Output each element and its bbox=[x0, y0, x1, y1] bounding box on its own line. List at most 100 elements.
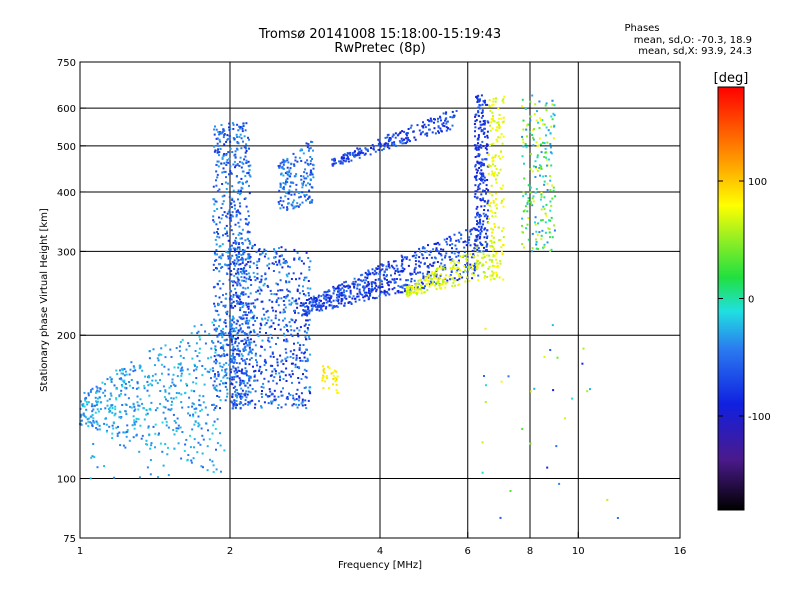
data-point bbox=[282, 186, 285, 189]
data-point bbox=[500, 117, 503, 120]
data-point bbox=[161, 421, 164, 424]
data-point bbox=[236, 276, 239, 279]
data-point bbox=[243, 311, 246, 313]
data-point bbox=[230, 339, 233, 342]
data-point bbox=[251, 399, 254, 402]
data-point bbox=[529, 168, 532, 171]
data-point bbox=[253, 275, 256, 278]
data-point bbox=[231, 318, 234, 320]
data-point bbox=[260, 372, 263, 375]
y-tick-label: 100 bbox=[57, 475, 76, 486]
data-point bbox=[260, 253, 263, 256]
data-point bbox=[328, 367, 331, 370]
data-point bbox=[535, 241, 538, 243]
data-point bbox=[260, 392, 263, 395]
data-point bbox=[526, 210, 529, 213]
data-point bbox=[125, 387, 128, 390]
data-point bbox=[236, 371, 239, 374]
data-point bbox=[319, 308, 322, 311]
data-point bbox=[442, 266, 445, 269]
data-point bbox=[349, 292, 352, 295]
data-point bbox=[283, 161, 285, 164]
data-point bbox=[212, 185, 215, 188]
data-point bbox=[540, 191, 543, 194]
data-point bbox=[264, 253, 267, 255]
data-point bbox=[261, 396, 263, 398]
data-point bbox=[337, 290, 339, 293]
data-point bbox=[401, 263, 404, 266]
phases-x-line: mean, sd,X: 93.9, 24.3 bbox=[638, 46, 752, 57]
data-point bbox=[276, 358, 279, 361]
data-point bbox=[182, 357, 185, 359]
data-point bbox=[239, 381, 242, 384]
data-point bbox=[445, 117, 448, 120]
data-point bbox=[239, 328, 242, 331]
data-point bbox=[479, 172, 482, 175]
data-point bbox=[474, 193, 477, 195]
data-point bbox=[270, 319, 273, 322]
data-point bbox=[275, 293, 278, 296]
data-point bbox=[128, 381, 131, 383]
data-point bbox=[261, 339, 264, 342]
data-point bbox=[440, 130, 443, 133]
data-point bbox=[240, 125, 243, 128]
data-point bbox=[361, 286, 364, 289]
data-point bbox=[103, 465, 106, 468]
data-point bbox=[442, 279, 444, 282]
data-point bbox=[410, 280, 413, 283]
data-point bbox=[340, 302, 343, 305]
data-point bbox=[232, 128, 235, 130]
data-point bbox=[410, 288, 413, 291]
data-point bbox=[218, 280, 221, 282]
data-point bbox=[476, 248, 479, 251]
data-point bbox=[480, 94, 483, 97]
data-point bbox=[308, 147, 311, 150]
data-point bbox=[501, 142, 504, 145]
data-point bbox=[237, 353, 240, 356]
data-point bbox=[234, 281, 237, 284]
data-point bbox=[111, 411, 114, 414]
data-point bbox=[167, 373, 170, 376]
data-point bbox=[469, 266, 472, 269]
data-point bbox=[374, 270, 377, 273]
data-point bbox=[164, 389, 167, 392]
data-point bbox=[167, 368, 170, 371]
data-point bbox=[95, 427, 98, 429]
data-point bbox=[122, 431, 125, 434]
data-point bbox=[120, 378, 123, 381]
data-point bbox=[286, 356, 289, 359]
data-point bbox=[467, 268, 470, 271]
data-point bbox=[214, 373, 216, 376]
data-point bbox=[399, 132, 402, 134]
data-point bbox=[540, 167, 543, 170]
data-point bbox=[312, 149, 314, 152]
data-point bbox=[293, 349, 296, 352]
data-point bbox=[417, 282, 420, 285]
data-point bbox=[79, 415, 82, 418]
data-point bbox=[405, 133, 408, 135]
data-point bbox=[221, 171, 224, 174]
colorbar-tick-label: 0 bbox=[748, 295, 754, 306]
data-point bbox=[244, 399, 247, 402]
data-point bbox=[195, 342, 198, 345]
data-point bbox=[521, 98, 524, 101]
data-point bbox=[312, 295, 315, 298]
data-point bbox=[190, 459, 193, 462]
data-point bbox=[308, 268, 311, 271]
data-point bbox=[401, 270, 404, 273]
data-point bbox=[325, 293, 328, 296]
data-point bbox=[188, 345, 191, 347]
data-point bbox=[384, 136, 387, 139]
data-point bbox=[226, 134, 229, 137]
data-point bbox=[294, 311, 296, 314]
data-point bbox=[475, 179, 478, 181]
data-point bbox=[494, 254, 497, 257]
data-point bbox=[104, 383, 106, 385]
data-point bbox=[245, 322, 247, 325]
data-point bbox=[213, 133, 216, 136]
data-point bbox=[303, 195, 306, 198]
data-point bbox=[387, 263, 390, 266]
data-point bbox=[281, 161, 284, 164]
data-point bbox=[236, 123, 239, 126]
data-point bbox=[367, 281, 370, 283]
